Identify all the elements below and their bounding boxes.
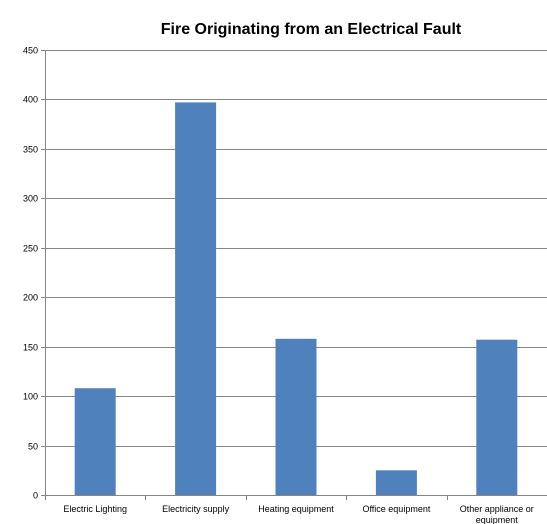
x-category-label: Other appliance or equipment	[460, 504, 534, 524]
y-tick-label: 0	[33, 491, 38, 501]
y-tick-label: 50	[28, 442, 38, 452]
bar	[74, 388, 116, 495]
x-category-label-line: Electricity supply	[162, 504, 230, 514]
y-tick-label: 250	[23, 244, 38, 254]
y-tick-label: 400	[23, 95, 38, 105]
y-tick-label: 350	[23, 145, 38, 155]
y-tick-label: 150	[23, 343, 38, 353]
x-category-label: Office equipment	[362, 504, 430, 514]
x-category-label-line: equipment	[476, 515, 519, 524]
bars	[74, 102, 518, 496]
x-category-label-line: Other appliance or	[460, 504, 534, 514]
x-category-label: Electricity supply	[162, 504, 230, 514]
bar	[275, 338, 317, 495]
y-tick-label: 200	[23, 293, 38, 303]
y-tick-labels: 0 50 100 150 200 250 300 350 400 450	[23, 46, 38, 501]
x-category-label: Heating equipment	[258, 504, 334, 514]
y-tick-label: 300	[23, 194, 38, 204]
x-category-labels: Electric Lighting Electricity supply Heati…	[63, 504, 533, 524]
x-category-label: Electric Lighting	[63, 504, 127, 514]
chart-title: Fire Originating from an Electrical Faul…	[161, 21, 462, 38]
bar	[476, 339, 518, 495]
bar	[175, 102, 217, 496]
x-category-label-line: Heating equipment	[258, 504, 334, 514]
axes	[41, 50, 547, 500]
bar	[375, 470, 417, 495]
y-tick-label: 100	[23, 392, 38, 402]
x-category-label-line: Office equipment	[362, 504, 430, 514]
y-tick-label: 450	[23, 46, 38, 56]
x-category-label-line: Electric Lighting	[63, 504, 127, 514]
